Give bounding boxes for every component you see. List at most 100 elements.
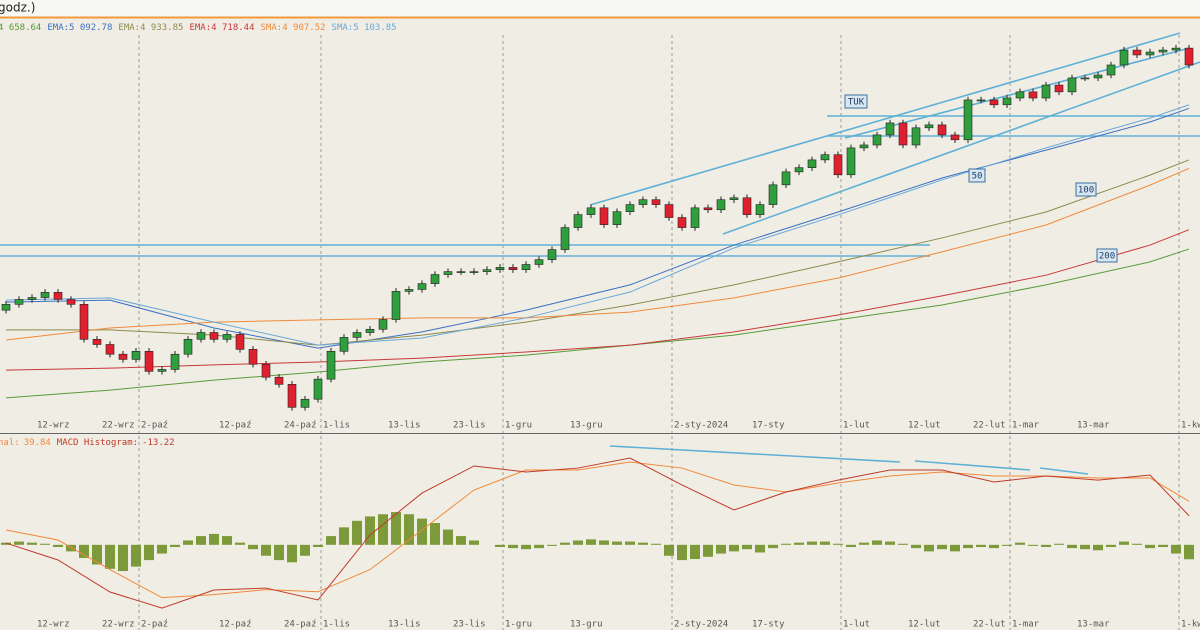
- histogram-bar: [794, 542, 804, 545]
- candle-body: [209, 332, 219, 340]
- x-tick-label: 1-mar: [1012, 620, 1040, 630]
- histogram-bar: [209, 533, 219, 545]
- legend-value: -13.22: [142, 438, 175, 448]
- histogram-bar: [27, 542, 37, 545]
- histogram-bar: [378, 514, 388, 545]
- candle-body: [1054, 84, 1064, 93]
- histogram-bar: [300, 544, 310, 556]
- candle-body: [495, 267, 505, 270]
- histogram-bar: [950, 544, 960, 552]
- candle-body: [898, 122, 908, 146]
- histogram-bar: [1158, 544, 1168, 548]
- x-tick-label: 23-lis: [453, 421, 486, 431]
- candle-body: [300, 398, 310, 408]
- histogram-bar: [1015, 542, 1025, 545]
- candle-body: [768, 184, 778, 205]
- x-tick-label: 22-wrz: [102, 421, 135, 431]
- candle-body: [248, 349, 258, 365]
- candle-body: [14, 299, 24, 305]
- x-tick-label: 24-paź: [284, 421, 317, 431]
- candle-body: [391, 291, 401, 320]
- candle-body: [1184, 47, 1194, 66]
- candle-body: [1119, 49, 1129, 66]
- candle-body: [235, 334, 245, 350]
- x-tick-label: 12-lut: [908, 421, 941, 431]
- histogram-bar: [1067, 544, 1077, 549]
- x-tick-label: 1-gru: [505, 620, 532, 630]
- candle-body: [1158, 49, 1168, 53]
- candle-body: [365, 328, 375, 333]
- histogram-bar: [1119, 541, 1129, 545]
- histogram-bar: [534, 544, 544, 549]
- candle-body: [885, 122, 895, 136]
- candle-body: [1028, 91, 1038, 99]
- divergence-line: [914, 460, 1031, 471]
- histogram-bar: [599, 540, 609, 545]
- histogram-bar: [235, 542, 245, 545]
- moving-average: [5, 167, 1190, 341]
- histogram-bar: [703, 544, 713, 557]
- candle-body: [716, 199, 726, 211]
- candle-body: [40, 292, 50, 298]
- histogram-bar: [664, 544, 674, 556]
- legend-name: EMA:: [118, 23, 140, 33]
- moving-average: [5, 104, 1190, 346]
- histogram-bar: [1041, 544, 1051, 548]
- candle-body: [781, 171, 791, 186]
- histogram-bar: [833, 543, 843, 545]
- legend-name: SMA:: [332, 23, 354, 33]
- candle-body: [807, 159, 817, 168]
- candle-body: [872, 134, 882, 146]
- x-tick-label: 22-wrz: [102, 620, 135, 630]
- histogram-bar: [170, 544, 180, 548]
- candle-body: [1080, 77, 1090, 80]
- candle-body: [703, 207, 713, 211]
- candle-body: [105, 344, 115, 355]
- legend-value: 4 658.64: [0, 23, 41, 33]
- histogram-bar: [430, 522, 440, 545]
- candle-body: [846, 147, 856, 176]
- candle-body: [118, 353, 128, 360]
- candle-body: [677, 217, 687, 228]
- histogram-bar: [898, 543, 908, 545]
- candle-body: [378, 319, 388, 330]
- x-tick-label: 1-lut: [843, 620, 870, 630]
- annotation-box: [968, 168, 986, 183]
- histogram-bar: [222, 536, 232, 545]
- candle-body: [261, 363, 271, 378]
- x-tick-label: 1-lis: [323, 620, 350, 630]
- histogram-bar: [1080, 544, 1090, 550]
- candle-body: [157, 369, 167, 372]
- histogram-bar: [196, 536, 206, 545]
- x-tick-label: 22-lut: [973, 421, 1006, 431]
- x-tick-label: 12-lut: [908, 620, 941, 630]
- x-tick-label: 1-lut: [843, 421, 870, 431]
- histogram-bar: [742, 544, 752, 550]
- x-tick-label: 2-paź: [141, 620, 168, 630]
- histogram-bar: [573, 540, 583, 545]
- macd-line: [5, 457, 1190, 609]
- candle-body: [794, 167, 804, 173]
- x-tick-label: 23-lis: [453, 620, 486, 630]
- candle-body: [534, 259, 544, 265]
- candle-body: [859, 144, 869, 149]
- x-tick-label: 2-sty-2024: [674, 421, 728, 431]
- histogram-bar: [313, 544, 323, 548]
- legend-name: EMA:: [189, 23, 211, 33]
- histogram-bar: [924, 544, 934, 552]
- candle-body: [1015, 91, 1025, 99]
- histogram-bar: [274, 544, 284, 561]
- candle-body: [755, 204, 765, 215]
- candle-body: [651, 199, 661, 205]
- histogram-bar: [976, 544, 986, 548]
- legend-value: 4 718.44: [211, 23, 254, 33]
- candle-body: [924, 124, 934, 129]
- candle-body: [612, 211, 622, 225]
- histogram-bar: [1028, 544, 1038, 546]
- candle-body: [66, 299, 76, 305]
- x-tick-label: 17-sty: [752, 421, 785, 431]
- candle-body: [638, 199, 648, 205]
- candle-body: [222, 334, 232, 340]
- legend-name: SMA:: [261, 23, 283, 33]
- channel-line: [722, 61, 1200, 235]
